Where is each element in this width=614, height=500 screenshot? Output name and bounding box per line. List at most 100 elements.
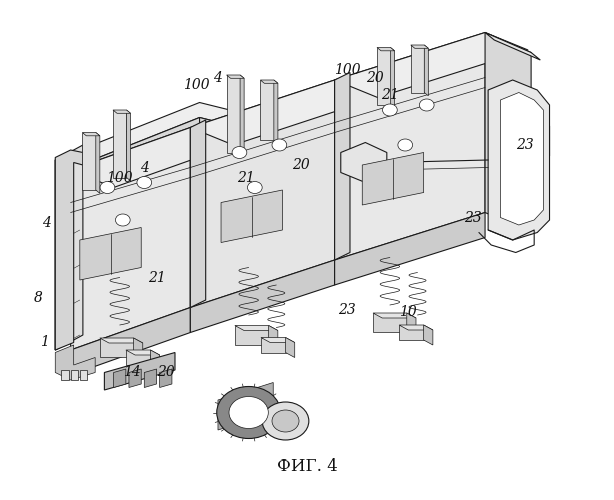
Polygon shape [144,369,157,388]
Polygon shape [96,132,100,194]
Polygon shape [460,109,550,156]
Polygon shape [399,325,424,340]
Polygon shape [190,80,378,145]
Polygon shape [373,313,416,318]
Polygon shape [190,260,335,332]
Polygon shape [200,118,335,166]
Polygon shape [399,325,433,330]
Polygon shape [160,369,172,388]
Polygon shape [485,32,531,232]
Polygon shape [260,80,278,84]
Polygon shape [406,313,416,337]
Polygon shape [82,132,96,190]
Text: 21: 21 [237,170,254,184]
Polygon shape [260,80,274,140]
Polygon shape [500,92,543,225]
Text: 100: 100 [183,78,210,92]
Polygon shape [335,32,485,260]
Polygon shape [74,118,200,182]
Polygon shape [126,350,160,355]
Polygon shape [104,352,175,390]
Polygon shape [71,308,190,375]
Polygon shape [485,32,540,60]
Polygon shape [190,80,335,308]
Text: 23: 23 [338,303,356,317]
Polygon shape [335,72,350,260]
Polygon shape [71,128,233,188]
Polygon shape [235,326,269,344]
Polygon shape [261,338,286,352]
Polygon shape [99,338,142,343]
Polygon shape [221,190,282,242]
Text: 4: 4 [140,160,149,174]
Polygon shape [80,228,141,280]
Polygon shape [55,145,83,350]
Polygon shape [114,369,126,388]
Polygon shape [150,350,160,370]
Circle shape [262,402,309,440]
Circle shape [247,182,262,194]
Polygon shape [71,128,190,350]
Text: 8: 8 [34,290,43,304]
Polygon shape [362,152,424,205]
Polygon shape [99,338,134,357]
Polygon shape [424,325,433,345]
Text: 21: 21 [148,270,165,284]
Polygon shape [55,152,71,350]
Polygon shape [269,326,278,349]
Circle shape [100,182,115,194]
Text: 100: 100 [333,63,360,77]
Circle shape [232,146,247,158]
Circle shape [272,410,299,432]
Polygon shape [335,32,528,98]
Polygon shape [113,110,131,114]
Polygon shape [126,350,150,365]
Bar [80,370,87,380]
Text: 23: 23 [464,210,481,224]
Polygon shape [129,369,141,388]
Circle shape [383,104,397,116]
Polygon shape [227,75,240,152]
Polygon shape [134,338,142,362]
Bar [61,370,69,380]
Text: 100: 100 [106,170,133,184]
Polygon shape [411,45,424,92]
Polygon shape [55,345,95,380]
Polygon shape [377,48,391,105]
Text: 4: 4 [42,216,50,230]
Circle shape [217,386,281,438]
Text: 20: 20 [366,70,383,85]
Text: 4: 4 [214,70,222,85]
Polygon shape [240,75,244,156]
Text: ФИГ. 4: ФИГ. 4 [277,458,337,475]
Text: 23: 23 [516,138,534,152]
Polygon shape [335,212,485,285]
Polygon shape [235,326,278,330]
Polygon shape [373,313,406,332]
Polygon shape [261,338,295,342]
Polygon shape [113,110,126,178]
Circle shape [115,214,130,226]
Polygon shape [82,132,100,136]
Circle shape [419,99,434,111]
Polygon shape [55,150,83,350]
Polygon shape [190,120,206,308]
Text: 20: 20 [292,158,309,172]
Polygon shape [488,80,550,240]
Circle shape [272,139,287,151]
Polygon shape [341,142,387,182]
Polygon shape [126,110,131,181]
Bar [71,370,78,380]
Polygon shape [286,338,295,357]
Polygon shape [411,45,429,48]
Text: 21: 21 [381,88,398,102]
Polygon shape [218,382,273,430]
Text: 1: 1 [41,336,49,349]
Circle shape [398,139,413,151]
Text: 10: 10 [400,306,417,320]
Polygon shape [424,45,429,96]
Circle shape [229,396,268,428]
Polygon shape [391,48,395,108]
Polygon shape [227,75,244,78]
Text: 20: 20 [157,366,174,380]
